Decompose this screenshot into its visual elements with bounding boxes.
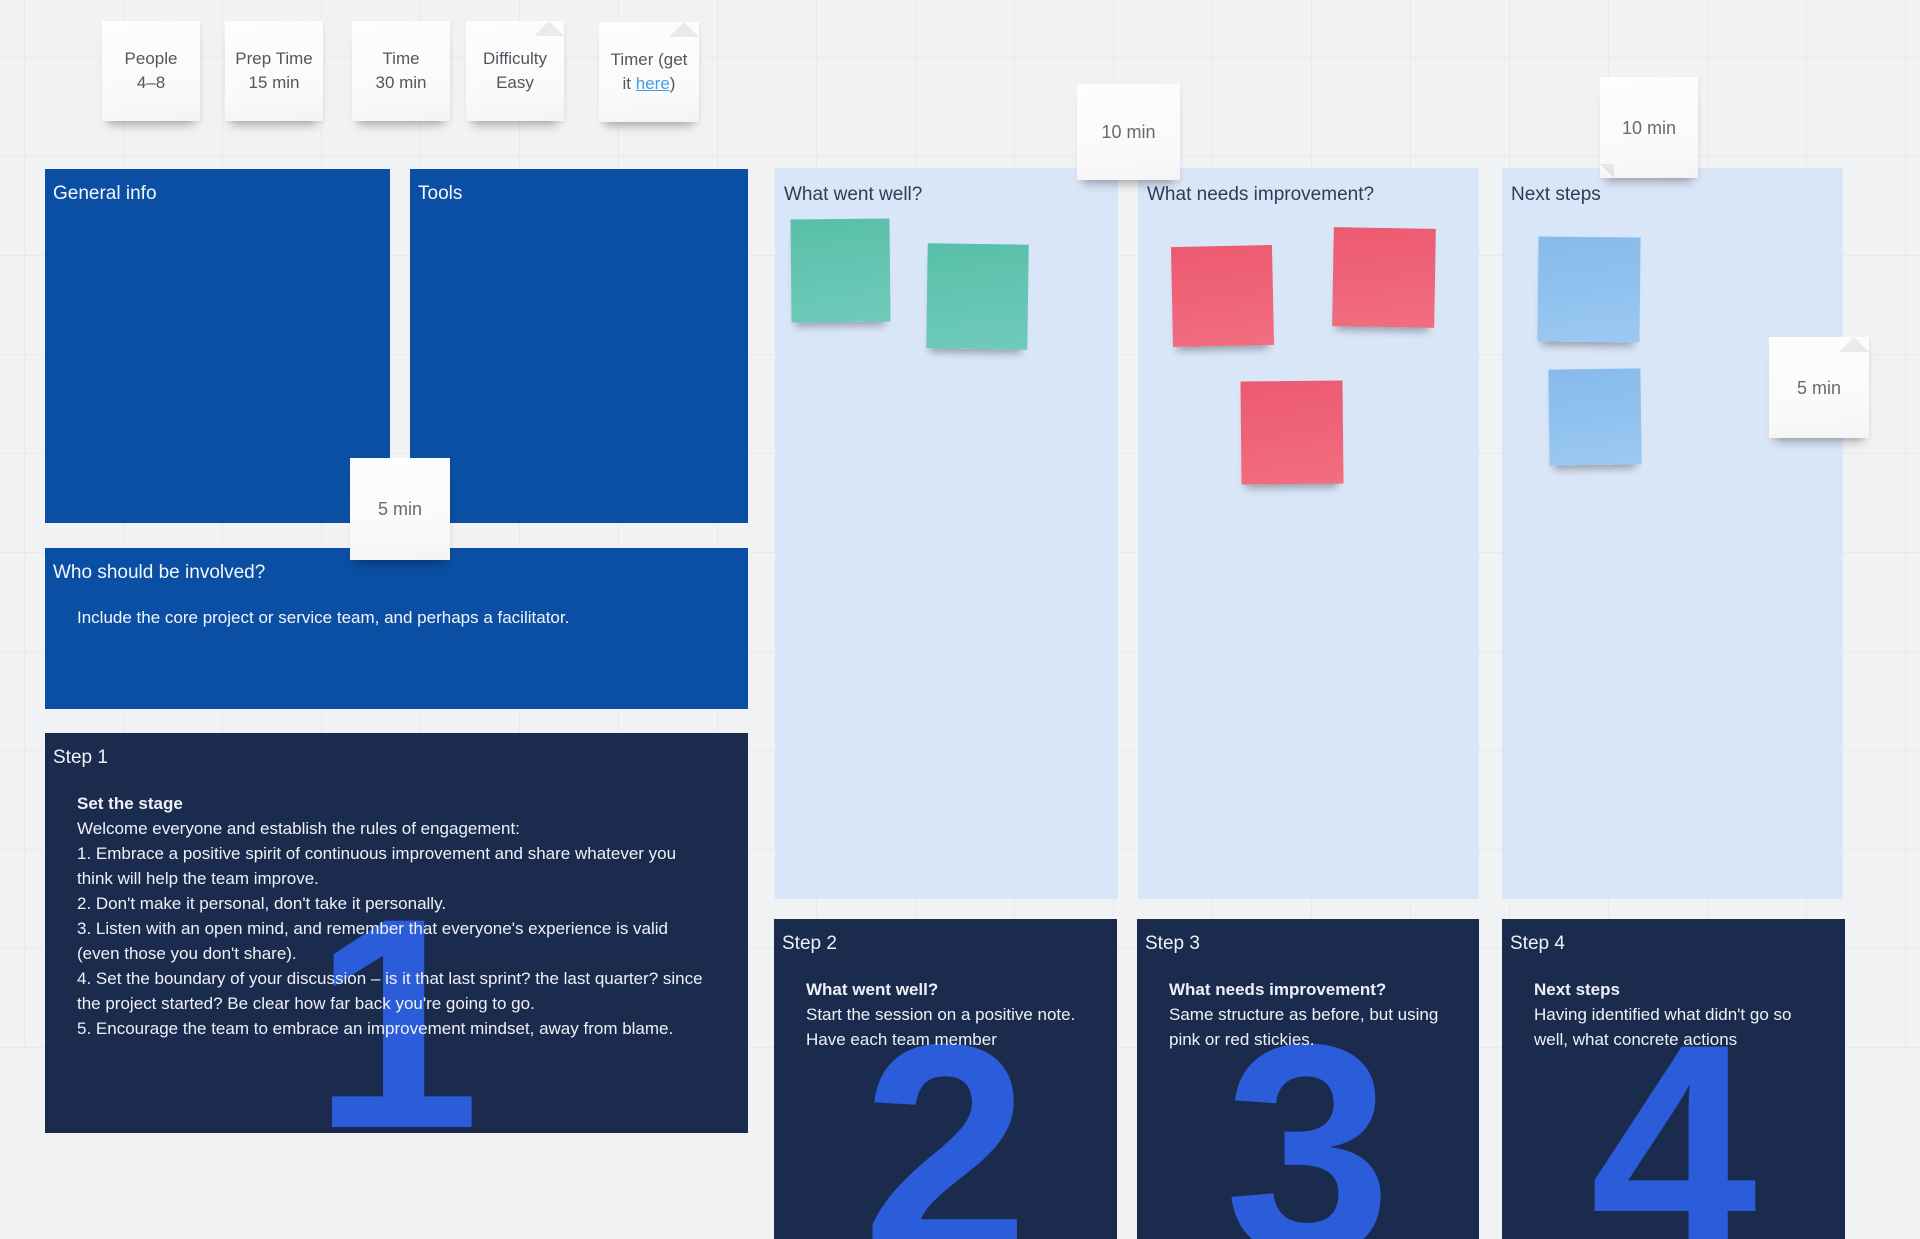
- panel-step-4[interactable]: 4 Step 4 Next steps Having identified wh…: [1502, 919, 1845, 1239]
- step-4-label: Step 4: [1510, 933, 1565, 954]
- info-note-time-line2: 30 min: [375, 73, 427, 92]
- column-went-well-title: What went well?: [784, 184, 923, 205]
- info-note-difficulty[interactable]: Difficulty Easy: [466, 21, 564, 121]
- info-note-people-line2: 4–8: [136, 73, 166, 92]
- step-4-body: Having identified what didn't go so well…: [1534, 1005, 1792, 1049]
- step-2-heading: What went well?: [806, 980, 939, 999]
- info-note-people-line1: People: [124, 49, 178, 68]
- step-2-label: Step 2: [782, 933, 837, 954]
- time-note-5min-left-label: 5 min: [377, 499, 422, 519]
- time-note-10min-col3[interactable]: 10 min: [1600, 77, 1698, 178]
- timer-text-post: ): [669, 74, 676, 93]
- sticky-blue-2[interactable]: [1548, 368, 1642, 466]
- info-note-prep-time-line2: 15 min: [248, 73, 300, 92]
- panel-step-2[interactable]: 2 Step 2 What went well? Start the sessi…: [774, 919, 1117, 1239]
- info-note-timer[interactable]: Timer (get it here): [599, 22, 699, 122]
- step-2-body: Start the session on a positive note. Ha…: [806, 1005, 1076, 1049]
- panel-step-3[interactable]: 3 Step 3 What needs improvement? Same st…: [1137, 919, 1479, 1239]
- timer-text-pre: it: [622, 74, 636, 93]
- sticky-red-1[interactable]: [1170, 244, 1275, 348]
- step-1-label: Step 1: [53, 747, 108, 768]
- panel-tools-title: Tools: [418, 183, 463, 204]
- sticky-red-2[interactable]: [1332, 227, 1436, 328]
- panel-step-1[interactable]: 1 Step 1 Set the stage Welcome everyone …: [45, 733, 748, 1133]
- time-note-10min-col3-label: 10 min: [1621, 117, 1677, 138]
- step-4-heading: Next steps: [1534, 980, 1620, 999]
- info-note-difficulty-line2: Easy: [496, 73, 534, 92]
- column-next-steps-title: Next steps: [1511, 184, 1601, 205]
- time-note-5min-left[interactable]: 5 min: [350, 458, 450, 560]
- panel-general-info[interactable]: General info: [45, 169, 390, 523]
- sticky-teal-1[interactable]: [790, 218, 891, 323]
- time-note-5min-right[interactable]: 5 min: [1769, 337, 1869, 438]
- step-3-body: Same structure as before, but using pink…: [1169, 1005, 1439, 1049]
- time-note-10min-col1[interactable]: 10 min: [1077, 84, 1180, 180]
- column-needs-improvement-title: What needs improvement?: [1147, 184, 1375, 205]
- panel-who-involved-title: Who should be involved?: [53, 562, 266, 583]
- timer-here-link[interactable]: here: [635, 74, 670, 93]
- panel-who-involved-body: Include the core project or service team…: [77, 608, 570, 627]
- info-note-time[interactable]: Time 30 min: [352, 21, 450, 121]
- panel-general-info-title: General info: [53, 183, 157, 204]
- info-note-difficulty-line1: Difficulty: [483, 49, 547, 68]
- info-note-time-line1: Time: [382, 49, 420, 68]
- step-1-heading: Set the stage: [77, 794, 183, 813]
- info-note-prep-time[interactable]: Prep Time 15 min: [225, 21, 323, 121]
- step-1-body: Welcome everyone and establish the rules…: [77, 819, 703, 1038]
- time-note-5min-right-label: 5 min: [1796, 377, 1841, 398]
- sticky-blue-1[interactable]: [1537, 236, 1641, 343]
- time-note-10min-col1-label: 10 min: [1101, 122, 1156, 142]
- info-note-timer-line2: it here): [623, 72, 676, 96]
- panel-tools[interactable]: Tools: [410, 169, 748, 523]
- step-3-heading: What needs improvement?: [1169, 980, 1387, 999]
- info-note-people[interactable]: People 4–8: [102, 21, 200, 121]
- panel-who-involved[interactable]: Who should be involved? Include the core…: [45, 548, 748, 709]
- step-3-label: Step 3: [1145, 933, 1200, 954]
- sticky-red-3[interactable]: [1240, 380, 1344, 485]
- info-note-timer-line1: Timer (get: [610, 50, 688, 69]
- info-note-prep-time-line1: Prep Time: [235, 49, 313, 68]
- sticky-teal-2[interactable]: [926, 243, 1029, 350]
